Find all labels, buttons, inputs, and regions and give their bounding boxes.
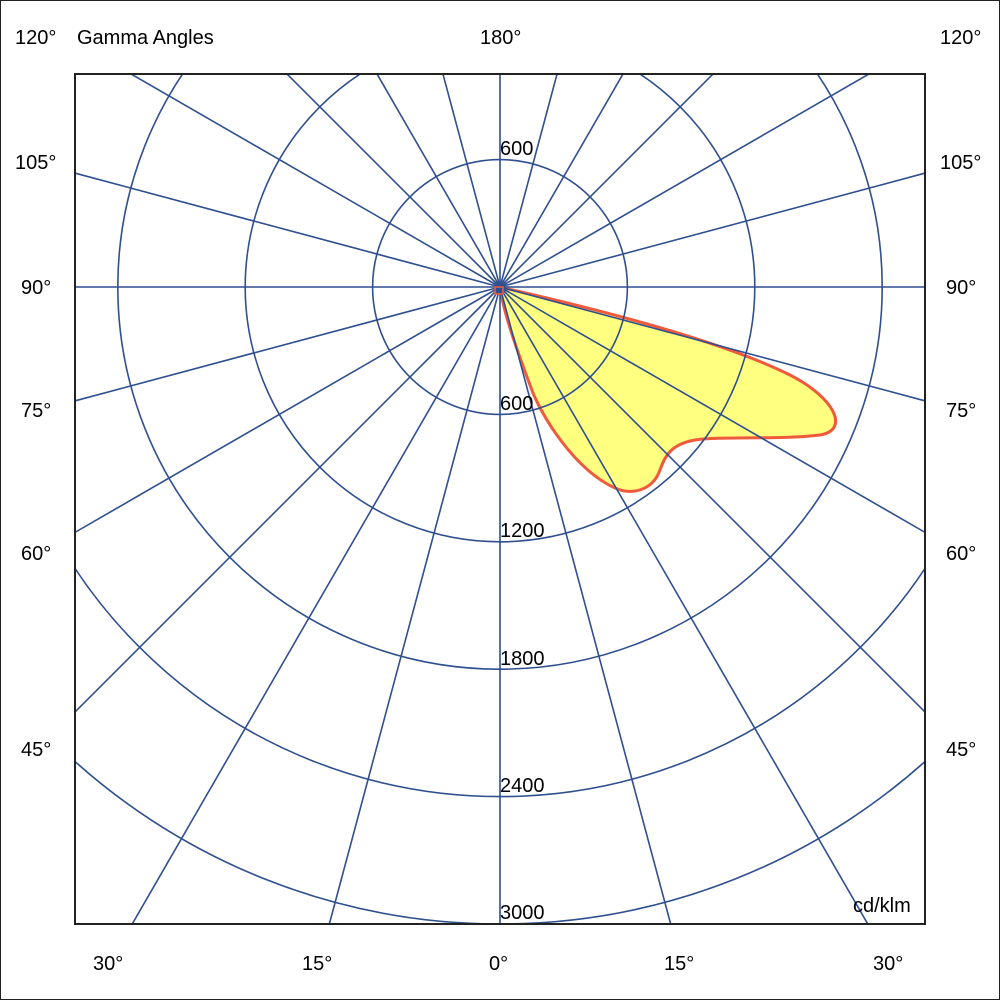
right-label-105: 105° [940, 152, 982, 174]
bottom-label-15-left: 15° [302, 953, 333, 975]
top-label-180: 180° [480, 27, 522, 49]
ring-label-600: 600 [500, 393, 533, 415]
right-label-45: 45° [946, 739, 977, 761]
intensity-curve [498, 285, 838, 493]
ring-label-3000: 3000 [500, 902, 545, 924]
left-label-105: 105° [15, 152, 57, 174]
bottom-label-30-left: 30° [93, 953, 124, 975]
ring-label-1200: 1200 [500, 520, 545, 542]
bottom-label-30-right: 30° [873, 953, 904, 975]
center-marker [494, 286, 504, 295]
left-label-60: 60° [21, 543, 52, 565]
ring-label-600-top: 600 [500, 138, 533, 160]
right-label-75: 75° [946, 400, 977, 422]
bottom-label-0: 0° [489, 953, 509, 975]
right-label-120: 120° [940, 27, 982, 49]
right-label-60: 60° [946, 543, 977, 565]
right-label-90: 90° [946, 277, 977, 299]
ring-label-1800: 1800 [500, 648, 545, 670]
chart-title: Gamma Angles [77, 27, 214, 49]
ring-label-2400: 2400 [500, 775, 545, 797]
left-label-75: 75° [21, 400, 52, 422]
unit-label: cd/klm [853, 895, 911, 917]
left-label-120: 120° [15, 27, 57, 49]
bottom-label-15-right: 15° [664, 953, 695, 975]
left-label-90: 90° [21, 277, 52, 299]
left-label-45: 45° [21, 739, 52, 761]
plot-border [74, 73, 926, 925]
